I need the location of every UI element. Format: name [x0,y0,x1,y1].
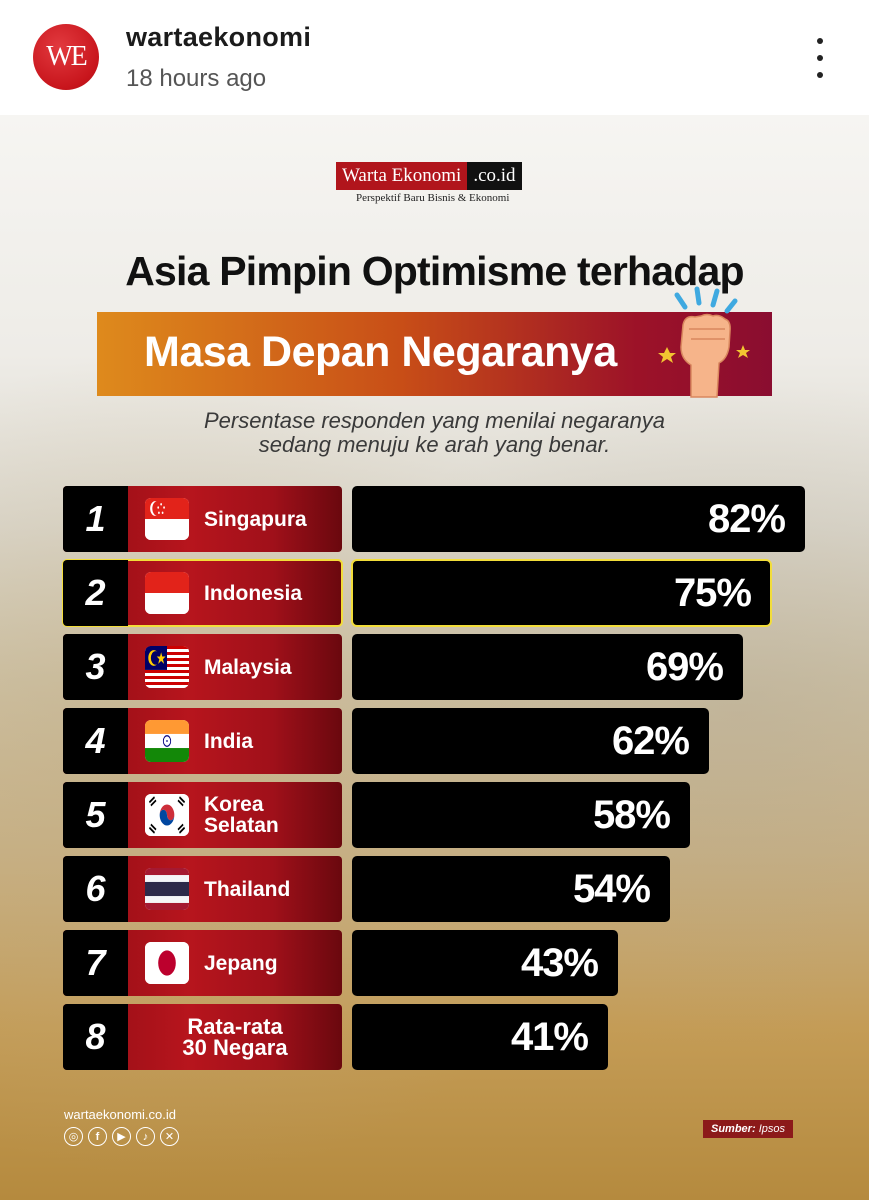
country-label-line: Rata-rata [187,1014,283,1039]
value-label: 75% [673,570,752,615]
indonesia-flag-icon [145,572,189,614]
value-label: 43% [520,940,599,985]
post-header: WE wartaekonomi 18 hours ago [0,0,869,115]
rank-number: 7 [63,930,128,996]
source-prefix: Sumber: [711,1123,756,1135]
rank-box: 6 Thailand [63,856,342,922]
rank-number: 8 [63,1004,128,1070]
rank-box: 2 Indonesia [62,559,343,627]
value-label: 62% [611,718,690,763]
username[interactable]: wartaekonomi [126,22,312,52]
x-icon[interactable]: ✕ [160,1127,179,1146]
description-line-2: sedang menuju ke arah yang benar. [258,432,611,457]
value-label: 82% [707,496,786,541]
rank-number: 4 [63,708,128,774]
value-label: 41% [510,1014,589,1059]
brand-tld: .co.id [467,162,522,190]
chart-description: Persentase responden yang menilai negara… [0,409,869,457]
raised-fist-icon [658,286,750,398]
facebook-icon[interactable]: f [88,1127,107,1146]
value-bar: 75% [351,559,772,627]
value-bar: 62% [352,708,709,774]
country-label: Singapura [204,507,307,531]
india-flag-icon [145,720,189,762]
rank-box: 4 India [63,708,342,774]
country-label-line: Korea [204,793,264,816]
brand-logo: Warta Ekonomi .co.id [336,162,522,190]
value-bar: 43% [352,930,618,996]
value-label: 54% [572,866,651,911]
brand-name: Warta Ekonomi [336,162,468,190]
value-bar: 54% [352,856,670,922]
country-label-line: 30 Negara [182,1035,288,1060]
country-label: Indonesia [204,581,303,605]
source-label: Sumber: Ipsos [703,1120,793,1138]
rank-box: 3 Malaysia [63,634,342,700]
rank-number: 3 [63,634,128,700]
rank-number: 1 [63,486,128,552]
country-label: Jepang [204,951,278,975]
rank-box: 1 Singapura [63,486,342,552]
more-options-icon[interactable] [808,38,832,78]
value-bar: 69% [352,634,743,700]
brand-tagline: Perspektif Baru Bisnis & Ekonomi [356,192,510,204]
source-value: Ipsos [758,1123,785,1135]
value-bar: 41% [352,1004,608,1070]
thailand-flag-icon [145,868,189,910]
footer-site[interactable]: wartaekonomi.co.id [64,1107,176,1122]
avatar[interactable]: WE [33,24,99,90]
value-label: 69% [645,644,724,689]
japan-flag-icon [145,942,189,984]
value-bar: 58% [352,782,690,848]
chart-title: Asia Pimpin Optimisme terhadap [125,248,744,294]
country-label: Korea Selatan [204,782,279,848]
south-korea-flag-icon [145,794,189,836]
value-label: 58% [592,792,671,837]
post-timestamp: 18 hours ago [126,65,267,92]
country-label: Rata-rata 30 Negara [128,1004,342,1070]
rank-box: 7 Jepang [63,930,342,996]
country-label: Malaysia [204,655,292,679]
infographic: Warta Ekonomi .co.id Perspektif Baru Bis… [0,115,869,1200]
rank-number: 2 [63,560,128,626]
country-label-line: Selatan [204,814,279,837]
rank-box: 8 Rata-rata 30 Negara [63,1004,342,1070]
description-line-1: Persentase responden yang menilai negara… [203,408,666,433]
country-label: Thailand [204,877,291,901]
rank-number: 6 [63,856,128,922]
singapore-flag-icon [145,498,189,540]
malaysia-flag-icon [145,646,189,688]
banner-text: Masa Depan Negaranya [144,328,617,376]
youtube-icon[interactable]: ▶ [112,1127,131,1146]
tiktok-icon[interactable]: ♪ [136,1127,155,1146]
rank-box: 5 Korea Selatan [63,782,342,848]
instagram-icon[interactable]: ◎ [64,1127,83,1146]
rank-number: 5 [63,782,128,848]
country-label: India [204,729,254,753]
social-icons: ◎ f ▶ ♪ ✕ [64,1127,179,1146]
value-bar: 82% [352,486,805,552]
